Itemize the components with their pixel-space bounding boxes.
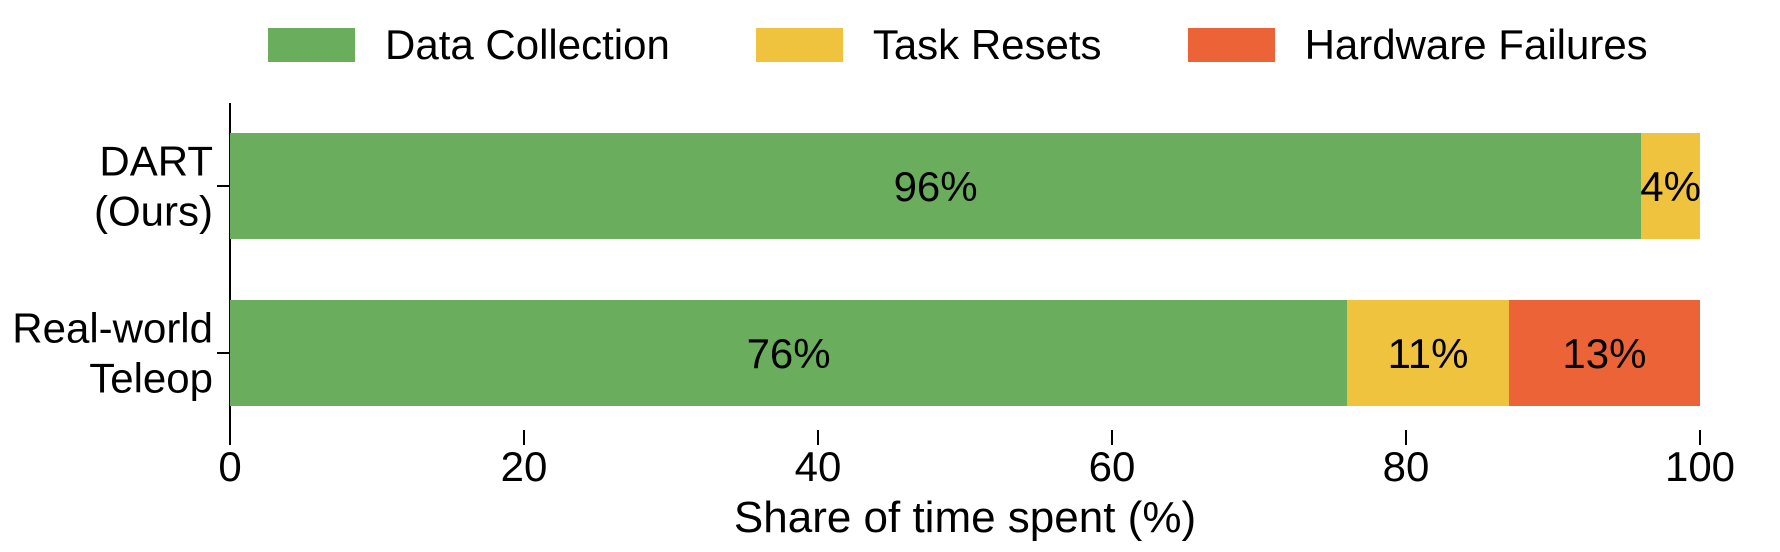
legend-item-task-resets: Task Resets — [755, 21, 1102, 68]
bar-value-label: 96% — [893, 163, 978, 210]
bar-value-label: 11% — [1387, 330, 1469, 377]
bar-segment-task-resets — [1347, 300, 1509, 406]
x-tick-label: 0 — [218, 443, 242, 490]
y-axis-label-dart-ours-: DART (Ours) — [94, 137, 213, 234]
legend-item-data-collection: Data Collection — [268, 24, 670, 66]
x-tick-label: 20 — [500, 443, 548, 490]
x-tick-label: 60 — [1088, 443, 1136, 490]
y-axis-spine — [229, 103, 231, 443]
bar-segment-data-collection — [230, 300, 1348, 406]
bar-value-label: 4% — [1640, 163, 1701, 210]
legend-swatch-icon — [1187, 28, 1275, 62]
x-tick — [229, 430, 231, 445]
legend-item-label: Task Resets — [872, 21, 1102, 68]
x-tick-label: 100 — [1664, 443, 1736, 490]
x-tick — [1111, 430, 1113, 445]
x-tick — [1699, 430, 1701, 445]
x-tick — [523, 430, 525, 445]
y-tick — [217, 185, 230, 187]
bar-value-label: 13% — [1562, 330, 1647, 377]
bar-segment-hardware-failures — [1508, 300, 1700, 406]
legend-item-hardware-failures: Hardware Failures — [1187, 21, 1648, 68]
x-tick — [1405, 430, 1407, 445]
x-tick — [817, 430, 819, 445]
bar-value-label: 76% — [746, 330, 831, 377]
bar-segment-data-collection — [230, 133, 1642, 239]
legend-item-label: Hardware Failures — [1304, 21, 1648, 68]
x-tick-label: 40 — [794, 443, 842, 490]
x-tick-label: 80 — [1382, 443, 1430, 490]
legend-swatch-icon — [755, 28, 843, 62]
bar-segment-task-resets — [1641, 133, 1700, 239]
x-axis-title: Share of time spent (%) — [733, 493, 1197, 542]
legend-swatch-icon — [268, 28, 355, 62]
legend: Data Collection Task Resets Hardware Failu… — [268, 24, 1734, 66]
y-axis-label-real-world-teleop: Real-world Teleop — [12, 304, 213, 401]
legend-item-label: Data Collection — [385, 21, 670, 68]
y-tick — [217, 352, 230, 354]
